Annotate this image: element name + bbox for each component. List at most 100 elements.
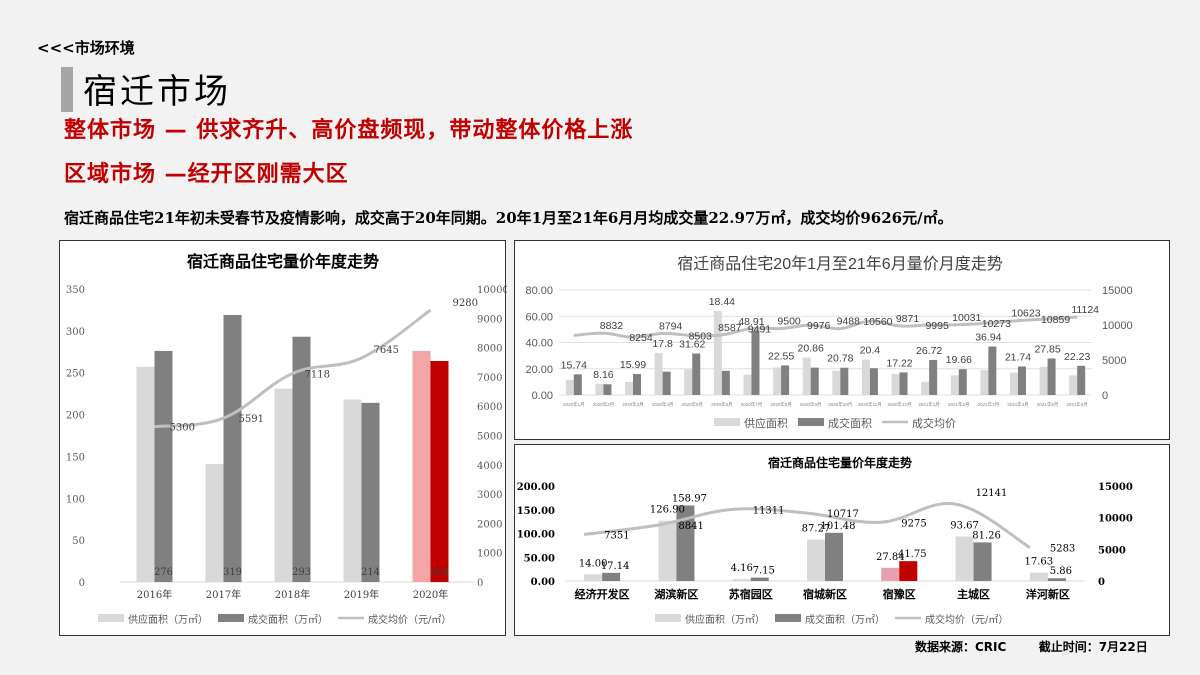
bar-value-label: 214 <box>361 567 380 578</box>
y-tick-right: 9000 <box>477 314 502 325</box>
bar-deal <box>825 532 843 581</box>
x-tick: 2017年 <box>206 588 241 601</box>
bar-deal <box>869 368 878 395</box>
bar-supply <box>343 399 362 582</box>
price-label: 5300 <box>170 423 195 434</box>
legend-label: 成交均价 <box>912 416 956 430</box>
annual-trend-chart-svg: 宿迁商品住宅量价年度走势 0 50 100 150 200 250 300 350 0 1000 20… <box>66 252 507 626</box>
x-tick: 2020年4月 <box>652 401 674 408</box>
bar-supply <box>802 357 811 395</box>
x-tick: 2021年3月 <box>978 401 1000 408</box>
y-tick-right: 15000 <box>1102 285 1133 297</box>
chart-title: 宿迁商品住宅20年1月至21年6月量价月度走势 <box>677 255 1002 273</box>
x-tick: 宿豫区 <box>883 587 916 601</box>
y-tick-left: 250 <box>66 369 85 380</box>
bar-value-label: 20.86 <box>798 343 824 355</box>
bar-supply <box>595 383 604 395</box>
bar-value-label: 319 <box>223 567 242 578</box>
bar-supply <box>950 375 959 395</box>
y-tick-right: 0 <box>477 578 483 589</box>
x-tick: 2020年1月 <box>563 401 585 408</box>
x-tick: 2021年1月 <box>918 401 940 408</box>
bar-value-label: 48.91 <box>738 316 764 328</box>
y-tick-right: 15000 <box>1098 482 1133 493</box>
bar-deal <box>602 572 621 581</box>
bar-value-label: 14.00 <box>579 558 608 569</box>
bar-value-label: 293 <box>292 567 311 578</box>
x-tick: 2021年2月 <box>948 401 970 408</box>
y-tick-right: 5000 <box>1098 545 1126 556</box>
bar-supply <box>658 520 677 581</box>
y-tick-right: 3000 <box>477 490 502 501</box>
headline-regional-market: 区域市场 —经开区刚需大区 <box>64 162 349 187</box>
price-line <box>573 315 1078 339</box>
bar-supply <box>955 536 974 581</box>
bar-deal <box>1047 578 1066 581</box>
legend-label: 供应面积（万㎡） <box>128 613 208 626</box>
bar-value-label: 17.8 <box>652 338 673 350</box>
bar-value-label: 7.15 <box>753 566 775 577</box>
bar-value-label: 264 <box>430 567 449 578</box>
bar-supply <box>807 539 825 581</box>
bar-deal <box>662 371 671 395</box>
y-tick-right: 2000 <box>477 519 502 530</box>
bar-deal <box>573 374 582 395</box>
y-tick-right: 5000 <box>477 432 502 443</box>
legend-label: 成交面积 <box>828 416 872 430</box>
bar-value-label: 276 <box>154 567 173 578</box>
y-tick-right: 5000 <box>1102 355 1126 367</box>
bar-deal <box>899 561 918 581</box>
price-label: 8794 <box>659 320 683 332</box>
legend-swatch <box>655 614 681 622</box>
price-label: 11124 <box>1071 304 1099 316</box>
legend-swatch <box>775 614 801 622</box>
price-label: 8503 <box>689 330 713 342</box>
bar-deal <box>154 350 173 582</box>
bar-deal <box>292 336 311 582</box>
y-tick-left: 0.00 <box>532 390 553 402</box>
bar-deal <box>751 330 760 395</box>
x-tick: 2020年 <box>413 588 448 601</box>
y-tick-right: 10000 <box>1102 320 1133 332</box>
bar-value-label: 17.63 <box>1025 557 1054 568</box>
bar-deal <box>958 369 967 395</box>
legend-swatch <box>714 418 740 426</box>
x-tick: 2020年3月 <box>622 401 644 408</box>
price-label: 8254 <box>629 332 653 344</box>
price-label: 7118 <box>305 369 330 380</box>
bar-deal <box>929 359 938 395</box>
x-tick: 2021年6月 <box>1066 401 1088 408</box>
bar-deal <box>633 374 642 395</box>
price-label: 9500 <box>777 316 801 328</box>
x-tick: 经济开发区 <box>575 587 630 601</box>
price-label: 9491 <box>748 324 772 336</box>
bar-value-label: 17.14 <box>601 561 630 572</box>
y-tick-right: 7000 <box>477 373 502 384</box>
price-label: 9275 <box>901 518 926 529</box>
y-tick-left: 100.00 <box>517 530 555 541</box>
bar-deal <box>430 360 449 582</box>
legend-swatch <box>218 614 244 622</box>
bar-value-label: 5.86 <box>1050 566 1072 577</box>
bar-supply <box>625 381 634 395</box>
y-tick-left: 0.00 <box>531 577 555 588</box>
y-tick-left: 80.00 <box>525 285 553 297</box>
x-tick: 苏宿园区 <box>729 587 773 601</box>
price-label: 12141 <box>976 488 1008 499</box>
legend-label: 供应面积（万㎡） <box>685 613 765 626</box>
y-tick-right: 0 <box>1102 390 1108 402</box>
y-tick-right: 10000 <box>477 285 507 296</box>
bar-deal <box>1077 365 1086 395</box>
y-tick-left: 350 <box>66 285 85 296</box>
bar-value-label: 15.74 <box>561 359 587 371</box>
bar-supply <box>732 579 751 581</box>
bar-supply <box>136 366 155 582</box>
price-label: 7645 <box>374 345 399 356</box>
bar-supply <box>881 567 900 581</box>
price-label: 10623 <box>1011 308 1040 320</box>
price-label: 9488 <box>837 316 861 328</box>
y-tick-right: 0 <box>1098 577 1105 588</box>
monthly-trend-chart: 宿迁商品住宅20年1月至21年6月量价月度走势 0.00 20.00 40.00 60.… <box>514 240 1170 440</box>
bar-supply <box>713 311 722 395</box>
x-tick: 2020年7月 <box>741 401 763 408</box>
